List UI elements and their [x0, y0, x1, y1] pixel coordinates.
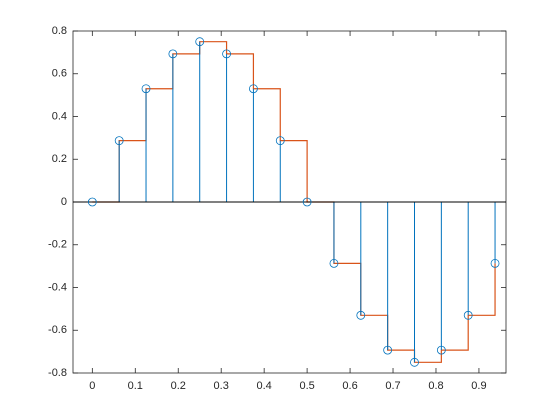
y-tick-label: 0.4 — [52, 110, 67, 122]
stem-marker — [356, 310, 366, 320]
stem-marker — [168, 49, 178, 59]
stem-marker — [410, 357, 419, 367]
stem-marker — [195, 37, 205, 47]
y-tick-label: -0.2 — [48, 239, 67, 251]
stem-marker — [114, 136, 124, 146]
y-tick-label: -0.4 — [48, 281, 67, 293]
y-tick-label: -0.8 — [48, 367, 67, 379]
x-tick-label: 0.2 — [171, 380, 186, 392]
y-tick-label: 0.6 — [52, 68, 67, 80]
stem-marker — [87, 197, 97, 207]
x-tick-label: 0.8 — [428, 380, 443, 392]
y-tick-label: 0.2 — [52, 153, 67, 165]
y-tick-label: -0.6 — [48, 324, 67, 336]
x-tick-label: 0 — [89, 380, 95, 392]
stem-marker — [141, 84, 151, 94]
stem-marker — [490, 258, 500, 268]
x-tick-label: 0.6 — [342, 380, 357, 392]
stem-marker — [275, 136, 285, 146]
x-tick-label: 0.1 — [128, 380, 143, 392]
stem-marker — [436, 345, 446, 355]
x-tick-label: 0.5 — [299, 380, 314, 392]
y-tick-label: 0 — [61, 196, 67, 208]
x-tick-label: 0.3 — [214, 380, 229, 392]
stem-marker — [302, 197, 312, 207]
stem-marker — [383, 345, 393, 355]
stem-marker — [249, 84, 258, 94]
x-tick-label: 0.4 — [257, 380, 272, 392]
stem-marker — [329, 258, 339, 268]
x-tick-label: 0.9 — [471, 380, 486, 392]
stem-marker — [222, 49, 231, 59]
stem-marker — [463, 310, 473, 320]
x-tick-label: 0.7 — [385, 380, 400, 392]
y-tick-label: 0.8 — [52, 25, 67, 37]
